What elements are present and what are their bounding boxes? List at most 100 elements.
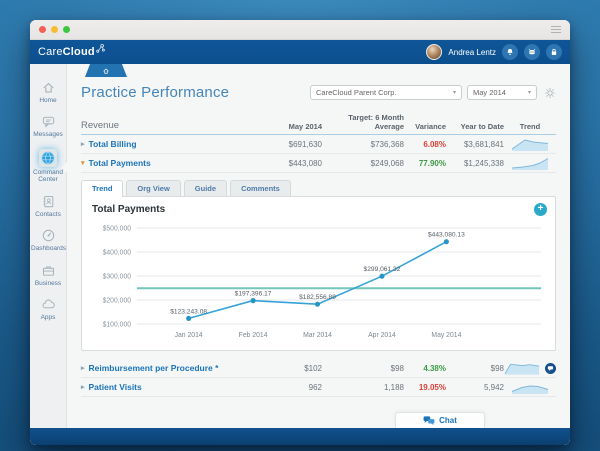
comment-icon[interactable] [545, 362, 556, 374]
sidebar-item-label: Messages [33, 131, 63, 139]
svg-text:Jan 2014: Jan 2014 [175, 332, 203, 339]
cell-variance: 19.05% [418, 382, 446, 392]
table-row-patient-visits: ▸ Patient Visits 962 1,188 19.05% 5,942 [81, 378, 556, 397]
plus-icon[interactable]: + [534, 203, 547, 216]
close-window-button[interactable] [39, 26, 46, 33]
user-name: Andrea Lentz [448, 47, 496, 57]
row-expander-total-billing[interactable]: ▸ Total Billing [81, 139, 137, 149]
chart-title: Total Payments [92, 204, 166, 215]
metrics-table-header: Revenue May 2014 Target: 6 Month Average… [81, 113, 556, 135]
tab-guide[interactable]: Guide [183, 180, 228, 196]
svg-text:$299,061.32: $299,061.32 [364, 266, 401, 273]
support-button[interactable] [524, 44, 540, 60]
minimize-window-button[interactable] [51, 26, 58, 33]
apps-icon [41, 297, 56, 312]
brand-text-care: Care [38, 46, 63, 58]
column-ytd: Year to Date [460, 122, 504, 131]
svg-text:Feb 2014: Feb 2014 [239, 332, 268, 339]
svg-text:$300,000: $300,000 [103, 273, 132, 280]
cell-variance: 4.38% [423, 363, 446, 373]
trend-chart-panel: Total Payments + $500,000 $400,000 $300,00… [81, 196, 556, 351]
molecule-icon [96, 44, 105, 53]
sidebar-item-label: Business [34, 279, 62, 287]
row-expander-reimbursement[interactable]: ▸ Reimbursement per Procedure * [81, 363, 219, 373]
column-target: Target: 6 Month Average [348, 113, 404, 131]
row-expander-total-payments[interactable]: ▾ Total Payments [81, 158, 151, 168]
hamburger-icon[interactable] [551, 26, 561, 33]
sparkline-patient-visits [511, 385, 549, 394]
chat-button-label: Chat [439, 416, 457, 425]
column-current: May 2014 [288, 122, 322, 131]
nav-home-tab[interactable] [85, 64, 127, 77]
total-payments-line-chart: $500,000 $400,000 $300,000 $200,000 $100,000… [103, 225, 542, 339]
carecloud-logo[interactable]: Care Cloud [38, 44, 105, 58]
dashboards-icon [41, 228, 56, 243]
tab-org-view[interactable]: Org View [126, 180, 181, 196]
chevron-down-icon: ▾ [452, 90, 456, 96]
cell-target: 1,188 [383, 382, 404, 392]
app-navbar: Care Cloud Andrea Lentz [30, 40, 570, 77]
contacts-icon [41, 194, 56, 209]
maximize-window-button[interactable] [63, 26, 70, 33]
sparkline-reimbursement [504, 363, 540, 375]
organization-select[interactable]: CareCloud Parent Corp. ▾ [310, 85, 462, 100]
chevron-right-icon: ▸ [81, 384, 85, 391]
period-select[interactable]: May 2014 ▾ [467, 85, 537, 100]
svg-text:$200,000: $200,000 [103, 297, 132, 304]
column-variance: Variance [415, 122, 446, 131]
chevron-down-icon: ▾ [527, 90, 531, 96]
svg-text:$443,080.13: $443,080.13 [428, 232, 465, 239]
chat-button[interactable]: Chat [395, 412, 485, 428]
sidebar-item-contacts[interactable]: Contacts [30, 194, 66, 218]
sidebar-item-label: Command Center [33, 168, 63, 184]
sparkline-total-billing [511, 139, 549, 151]
avatar[interactable] [426, 44, 443, 60]
tab-trend[interactable]: Trend [81, 180, 124, 197]
notifications-button[interactable] [502, 44, 518, 60]
sidebar-item-label: Contacts [35, 210, 61, 218]
lock-icon [551, 48, 557, 55]
app-footer [30, 428, 570, 445]
cell-variance: 77.90% [418, 158, 446, 168]
svg-text:May 2014: May 2014 [431, 332, 461, 339]
column-trend: Trend [519, 122, 541, 131]
column-revenue: Revenue [81, 120, 120, 131]
cell-current: $691,630 [288, 139, 322, 149]
cell-ytd: $3,681,841 [463, 139, 504, 149]
sidebar-item-business[interactable]: Business [30, 263, 66, 287]
sidebar-item-dashboards[interactable]: Dashboards [30, 228, 66, 252]
cell-variance: 6.08% [423, 139, 446, 149]
table-row-reimbursement: ▸ Reimbursement per Procedure * $102 $98… [81, 359, 556, 378]
sidebar-item-command-center[interactable]: Command Center [30, 148, 66, 184]
chevron-right-icon: ▸ [81, 365, 85, 372]
detail-tabs: Trend Org View Guide Comments [81, 180, 556, 197]
svg-text:$197,396.17: $197,396.17 [235, 291, 272, 298]
sidebar-item-messages[interactable]: Messages [30, 114, 66, 138]
svg-text:$500,000: $500,000 [103, 225, 132, 232]
main-content: Practice Performance CareCloud Parent Co… [67, 64, 570, 428]
command-center-icon [39, 148, 57, 167]
home-icon [41, 80, 56, 95]
sidebar-item-home[interactable]: Home [30, 80, 66, 104]
svg-text:Mar 2014: Mar 2014 [303, 332, 332, 339]
chevron-right-icon: ▸ [81, 141, 85, 148]
cell-ytd: $98 [490, 363, 504, 373]
row-expander-patient-visits[interactable]: ▸ Patient Visits [81, 382, 142, 392]
table-row-total-payments: ▾ Total Payments $443,080 $249,068 77.90… [81, 154, 556, 173]
sidebar-item-apps[interactable]: Apps [30, 297, 66, 321]
cell-current: $443,080 [288, 158, 322, 168]
cell-target: $249,068 [370, 158, 404, 168]
sidebar-item-label: Dashboards [31, 245, 67, 253]
lock-button[interactable] [546, 44, 562, 60]
support-icon [528, 48, 536, 55]
page-title: Practice Performance [81, 84, 230, 101]
sparkline-total-payments [511, 158, 549, 170]
cell-target: $736,368 [370, 139, 404, 149]
cell-current: $102 [304, 363, 322, 373]
svg-text:Apr 2014: Apr 2014 [368, 332, 396, 339]
table-row-total-billing: ▸ Total Billing $691,630 $736,368 6.08% … [81, 135, 556, 154]
cell-target: $98 [390, 363, 404, 373]
svg-text:$400,000: $400,000 [103, 249, 132, 256]
tab-comments[interactable]: Comments [230, 180, 291, 196]
gear-icon[interactable] [544, 87, 556, 99]
